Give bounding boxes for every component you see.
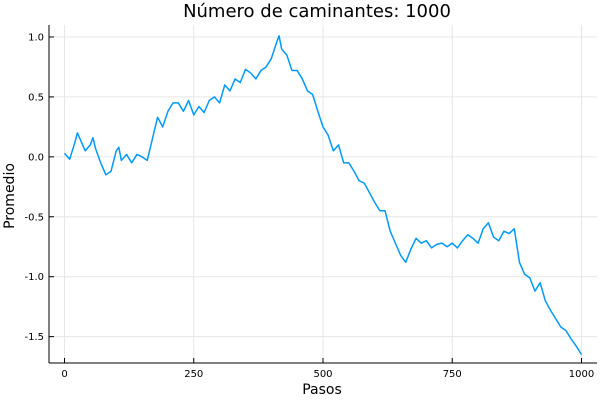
y-tick-label: -0.5 — [24, 212, 44, 223]
x-axis-label: Pasos — [302, 382, 342, 398]
chart-title: Número de caminantes: 1000 — [183, 1, 451, 22]
x-tick-label: 0 — [61, 369, 67, 380]
x-tick-label: 1000 — [569, 369, 594, 380]
x-tick-label: 500 — [313, 369, 332, 380]
y-tick-label: 1.0 — [28, 32, 44, 43]
series-group — [63, 35, 583, 356]
y-tick-label: 0.5 — [28, 92, 44, 103]
y-tick-label: -1.5 — [24, 332, 44, 343]
series-line — [63, 35, 583, 356]
x-tick-label: 250 — [184, 369, 203, 380]
y-axis-label: Promedio — [2, 163, 18, 229]
y-tick-label: 0.0 — [28, 152, 44, 163]
x-tick-label: 750 — [443, 369, 462, 380]
grid — [49, 25, 597, 363]
ticks: 0 250 500 750 1000 1.0 0.5 0.0 -0.5 -1.0 -1.5 — [24, 32, 594, 380]
y-tick-label: -1.0 — [24, 272, 44, 283]
